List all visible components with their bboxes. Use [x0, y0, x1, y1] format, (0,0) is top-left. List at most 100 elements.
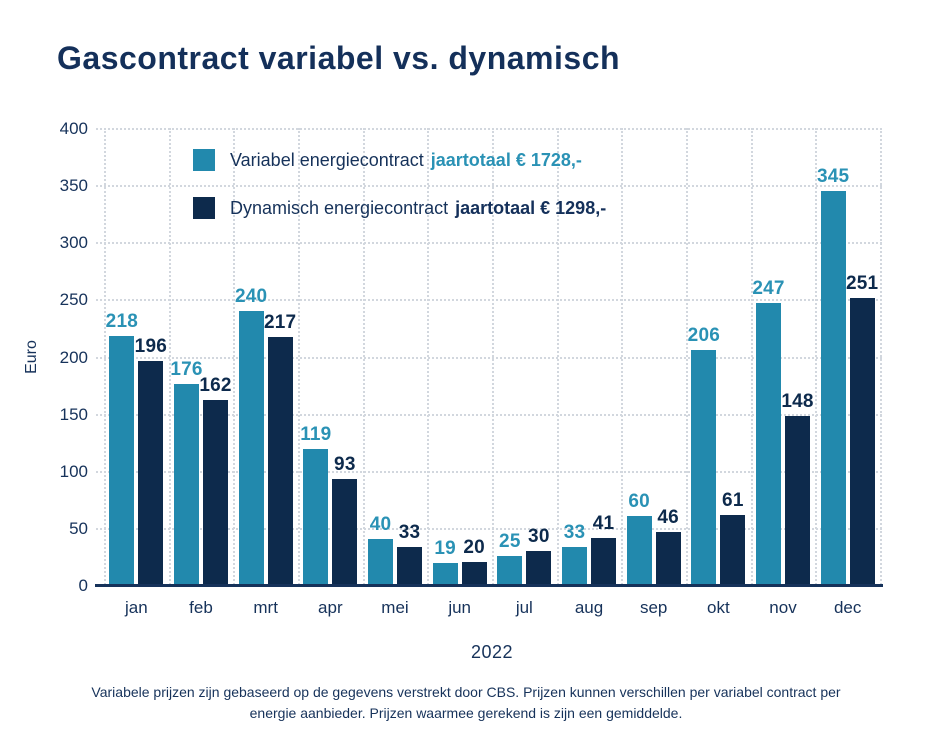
- gridline-vertical: [168, 128, 171, 585]
- bar-dynamisch-dec: [849, 298, 875, 585]
- bar-value-label: 25: [499, 531, 521, 553]
- bar-value-label: 61: [722, 490, 744, 512]
- y-axis-tick-label: 350: [59, 176, 88, 196]
- bar-value-label: 345: [817, 165, 850, 187]
- y-axis-tick-label: 300: [59, 233, 88, 253]
- gridline-horizontal: [96, 413, 882, 416]
- gridline-horizontal: [96, 242, 882, 245]
- y-axis-tick-label: 250: [59, 290, 88, 310]
- x-axis-tick-label: mei: [381, 598, 409, 617]
- x-axis-tick-label: sep: [639, 598, 668, 617]
- legend: Variabel energiecontract jaartotaal € 172…: [193, 148, 606, 244]
- footnote-line: Variabele prijzen zijn gebaseerd op de g…: [91, 684, 841, 700]
- bar-variabel-jun: [432, 563, 458, 585]
- bar-value-label: 162: [199, 374, 232, 396]
- page-title: Gascontract variabel vs. dynamisch: [57, 40, 621, 76]
- bar-variabel-nov: [756, 302, 781, 585]
- legend-total: jaartotaal € 1298,-: [455, 197, 607, 218]
- bar-dynamisch-okt: [720, 515, 746, 585]
- bar-value-label: 33: [563, 522, 586, 544]
- legend-label: Dynamisch energiecontract: [230, 197, 449, 218]
- bar-value-label: 30: [528, 525, 550, 547]
- bar-variabel-dec: [820, 190, 846, 585]
- bar-dynamisch-mrt: [267, 337, 293, 585]
- x-axis-tick-label: apr: [318, 598, 343, 617]
- x-axis-tick-label: nov: [769, 598, 797, 617]
- bar-value-label: 41: [592, 513, 615, 535]
- y-axis-tick-label: 50: [69, 518, 88, 538]
- bar-value-label: 247: [752, 277, 785, 299]
- bar-value-label: 20: [463, 537, 485, 559]
- bar-dynamisch-nov: [785, 415, 810, 585]
- y-axis-tick-label: 150: [59, 404, 88, 424]
- gridline-horizontal: [96, 128, 882, 130]
- bar-dynamisch-aug: [591, 538, 616, 585]
- x-axis-tick-label: jan: [124, 598, 148, 617]
- gridline-horizontal: [96, 299, 882, 302]
- gridline-vertical: [556, 128, 559, 585]
- gridline-vertical: [492, 128, 494, 585]
- bar-variabel-feb: [174, 383, 199, 585]
- legend-swatch-variabel: [193, 149, 215, 171]
- bar-variabel-jul: [497, 556, 523, 585]
- gridline-vertical: [815, 128, 818, 585]
- bar-variabel-okt: [691, 349, 717, 585]
- bar-value-label: 217: [264, 312, 297, 334]
- bar-dynamisch-jan: [138, 361, 164, 585]
- bar-value-label: 251: [846, 273, 879, 295]
- x-axis-tick-label: aug: [574, 598, 604, 617]
- bar-value-label: 218: [105, 310, 138, 332]
- bar-variabel-mrt: [238, 310, 264, 585]
- gridline-vertical: [427, 128, 430, 585]
- bar-variabel-sep: [626, 516, 652, 585]
- bar-value-label: 119: [300, 424, 332, 446]
- x-axis-tick-label: okt: [706, 598, 730, 617]
- bar-value-label: 19: [434, 538, 456, 560]
- gridline-vertical: [233, 128, 236, 585]
- y-axis-tick-label: 100: [59, 461, 88, 481]
- gridline-vertical: [362, 128, 365, 585]
- x-axis-tick-label: mrt: [253, 598, 278, 617]
- bar-value-label: 60: [628, 491, 650, 513]
- bar-variabel-mei: [368, 539, 393, 585]
- bar-value-label: 40: [369, 514, 392, 536]
- x-axis-tick-label: jun: [448, 598, 471, 617]
- bar-dynamisch-sep: [655, 532, 681, 585]
- legend-item-dynamisch: Dynamisch energiecontract jaartotaal € 12…: [193, 196, 606, 220]
- y-axis-tick-label: 200: [59, 347, 88, 367]
- bar-dynamisch-jun: [461, 562, 487, 585]
- y-axis-tick-label: 0: [78, 576, 88, 595]
- bar-dynamisch-mei: [397, 547, 422, 585]
- bar-variabel-jan: [109, 335, 135, 585]
- bar-variabel-aug: [562, 547, 587, 585]
- bar-dynamisch-jul: [526, 550, 552, 585]
- x-axis-tick-label: dec: [833, 598, 862, 617]
- gridline-horizontal: [96, 470, 882, 473]
- x-axis-title: 2022: [470, 642, 514, 662]
- gridline-vertical: [621, 128, 624, 585]
- gridline-horizontal: [96, 527, 882, 530]
- bar-value-label: 33: [398, 522, 421, 544]
- bar-value-label: 240: [235, 285, 268, 307]
- x-axis-line: [95, 584, 883, 587]
- bar-value-label: 206: [687, 324, 720, 346]
- footnote-line: energie aanbieder. Prijzen waarmee gerek…: [249, 705, 683, 721]
- gridline-horizontal: [96, 185, 882, 188]
- x-axis-tick-label: jul: [515, 598, 533, 617]
- gridline-vertical: [750, 128, 753, 585]
- bar-variabel-apr: [303, 449, 329, 585]
- y-axis-tick-label: 400: [59, 119, 88, 138]
- bar-value-label: 196: [134, 336, 167, 358]
- bar-value-label: 46: [657, 507, 679, 529]
- bar-value-label: 148: [781, 390, 814, 412]
- bar-value-label: 176: [170, 358, 203, 380]
- gridline-horizontal: [96, 356, 882, 359]
- legend-item-variabel: Variabel energiecontract jaartotaal € 172…: [193, 148, 606, 172]
- bar-dynamisch-feb: [203, 399, 228, 585]
- legend-label: Variabel energiecontract: [230, 149, 424, 170]
- legend-total: jaartotaal € 1728,-: [430, 149, 582, 170]
- footnote: Variabele prijzen zijn gebaseerd op de g…: [30, 682, 902, 724]
- gridline-vertical: [686, 128, 688, 585]
- x-axis-tick-label: feb: [189, 598, 213, 617]
- bar-value-label: 93: [334, 453, 356, 475]
